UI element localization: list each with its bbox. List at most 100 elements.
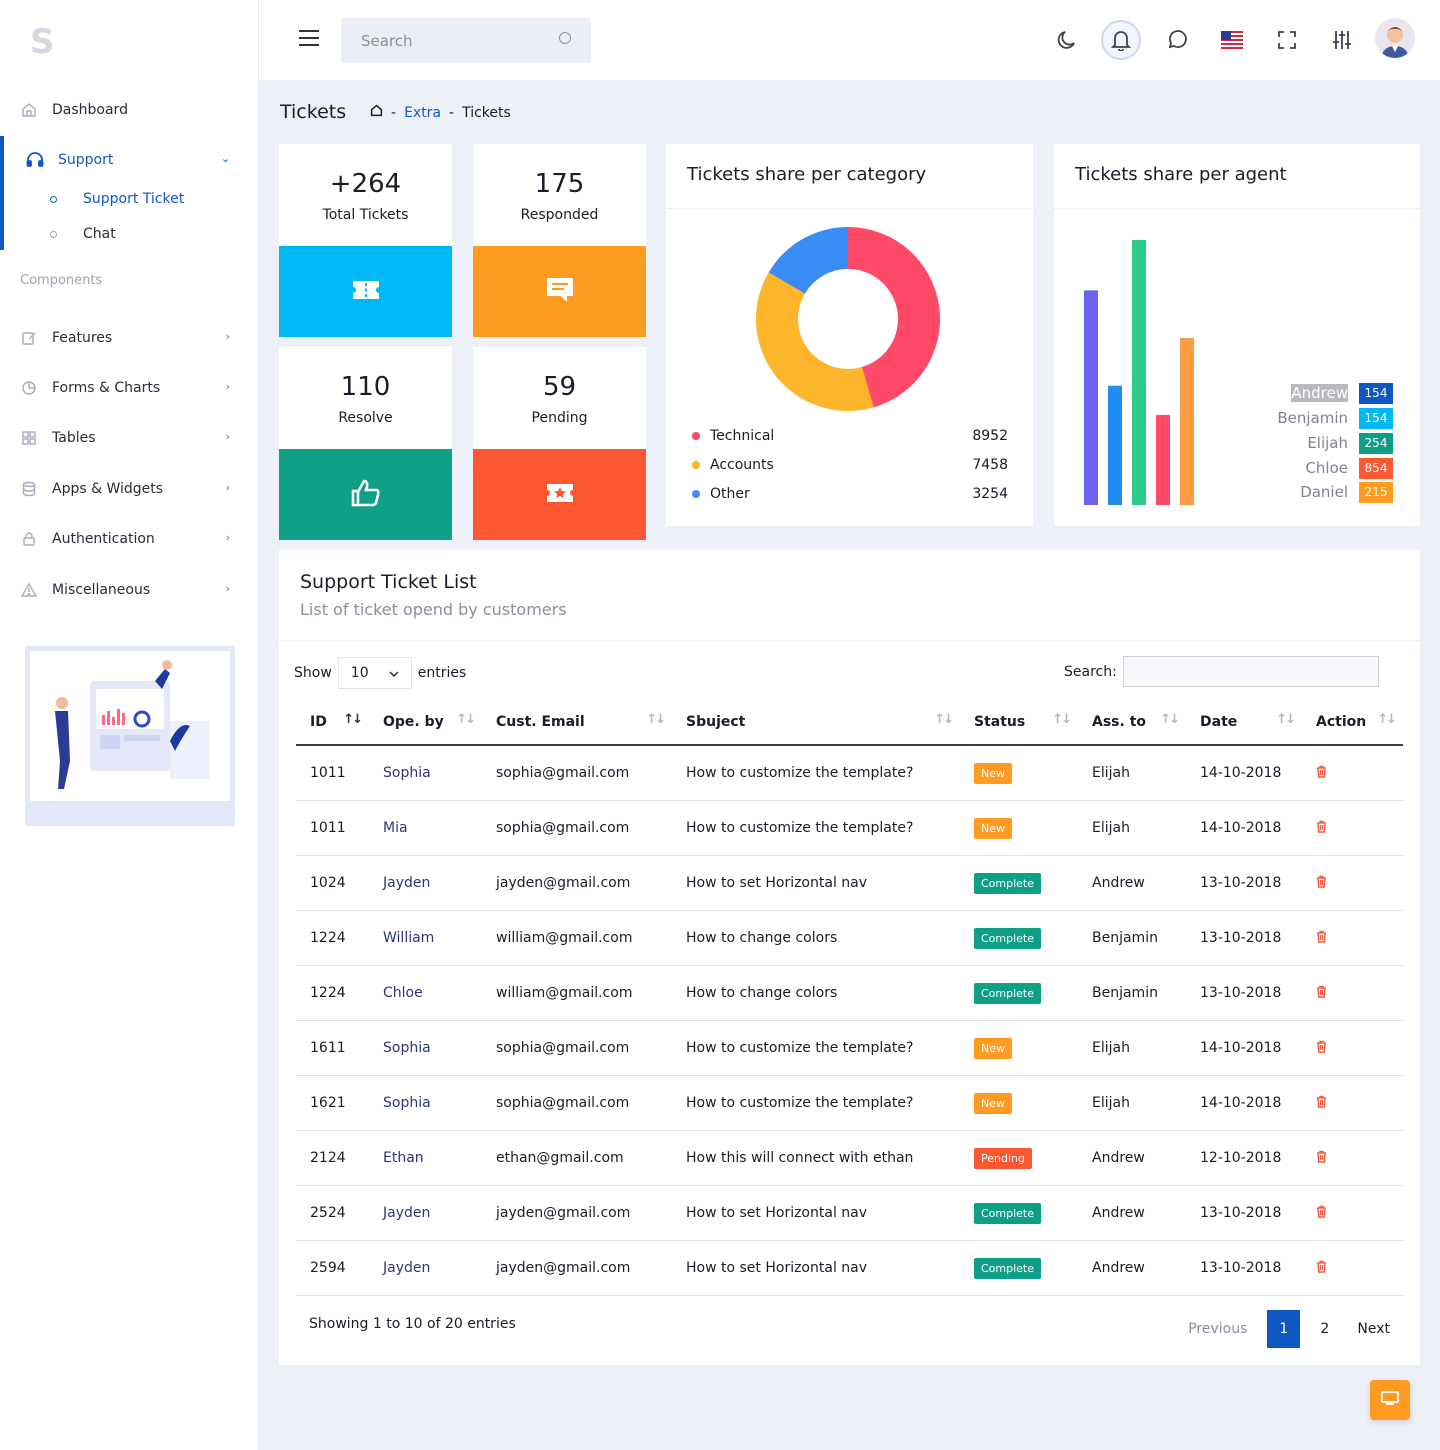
cell-operator-link[interactable]: Sophia [369, 1076, 482, 1131]
stat-value: 110 [340, 372, 391, 402]
delete-trash-icon[interactable] [1316, 985, 1327, 1002]
fullscreen-icon[interactable] [1267, 20, 1307, 60]
donut-slice-accounts[interactable] [756, 272, 874, 411]
pagination-page-1[interactable]: 1 [1267, 1310, 1301, 1348]
delete-trash-icon[interactable] [1316, 765, 1327, 782]
sidebar-item-forms-charts[interactable]: Forms & Charts › [0, 368, 258, 408]
thumbs-up-icon [351, 479, 381, 511]
cell-action [1302, 911, 1403, 966]
cell-operator-link[interactable]: Mia [369, 801, 482, 856]
sidebar-item-label: Support [58, 152, 114, 168]
donut-slice-technical[interactable] [848, 227, 940, 408]
cell-operator-link[interactable]: Jayden [369, 1186, 482, 1241]
sort-icon: ↑↓ [456, 712, 476, 727]
settings-sliders-icon[interactable] [1322, 20, 1362, 60]
sidebar-item-miscellaneous[interactable]: Miscellaneous › [0, 570, 258, 610]
cell-id: 1024 [296, 856, 369, 911]
sidebar-item-features[interactable]: Features › [0, 318, 258, 358]
ticket-icon [352, 279, 380, 305]
search-input[interactable]: Search [341, 18, 591, 63]
delete-trash-icon[interactable] [1316, 1095, 1327, 1112]
cell-action [1302, 801, 1403, 856]
cell-status: Complete [960, 856, 1078, 911]
section-label: Components [20, 273, 103, 288]
message-icon [546, 277, 574, 307]
cell-assigned-to: Benjamin [1078, 966, 1186, 1021]
delete-trash-icon[interactable] [1316, 1150, 1327, 1167]
agent-bar[interactable] [1108, 385, 1122, 505]
cell-operator-link[interactable]: Sophia [369, 1021, 482, 1076]
cell-operator-link[interactable]: Sophia [369, 746, 482, 801]
cell-operator-link[interactable]: William [369, 911, 482, 966]
column-header-ope-by[interactable]: Ope. by ↑↓ [369, 700, 482, 746]
legend-label: Accounts [710, 457, 774, 473]
chevron-down-icon [389, 665, 399, 681]
delete-trash-icon[interactable] [1316, 820, 1327, 837]
donut-slice-other[interactable] [768, 227, 848, 294]
breadcrumb-item[interactable]: Extra [404, 104, 442, 121]
card-title: Tickets share per category [687, 164, 927, 185]
cell-operator-link[interactable]: Jayden [369, 1241, 482, 1296]
cell-email: sophia@gmail.com [482, 801, 672, 856]
cell-subject: How to customize the template? [672, 801, 960, 856]
category-donut-chart [756, 227, 940, 411]
cell-date: 14-10-2018 [1186, 801, 1302, 856]
notification-bell-icon[interactable] [1101, 20, 1141, 60]
cell-assigned-to: Andrew [1078, 856, 1186, 911]
cell-subject: How to customize the template? [672, 1076, 960, 1131]
cell-operator-link[interactable]: Ethan [369, 1131, 482, 1186]
agent-bar[interactable] [1084, 290, 1098, 505]
sidebar-subitem-support-ticket[interactable]: Support Ticket [50, 187, 184, 211]
cell-operator-link[interactable]: Chloe [369, 966, 482, 1021]
floating-chat-button[interactable] [1370, 1380, 1410, 1420]
cell-date: 14-10-2018 [1186, 1076, 1302, 1131]
delete-trash-icon[interactable] [1316, 1040, 1327, 1057]
search-icon[interactable] [559, 32, 571, 44]
home-icon[interactable] [370, 104, 383, 121]
sidebar-subitem-chat[interactable]: Chat [50, 222, 116, 246]
column-header-id[interactable]: ID ↑↓ [296, 700, 369, 746]
us-flag-icon[interactable] [1212, 20, 1252, 60]
sidebar-item-dashboard[interactable]: Dashboard [0, 90, 258, 130]
app-logo[interactable]: S [30, 22, 55, 62]
cell-action [1302, 1186, 1403, 1241]
delete-trash-icon[interactable] [1316, 930, 1327, 947]
delete-trash-icon[interactable] [1316, 1260, 1327, 1277]
sidebar-item-tables[interactable]: Tables › [0, 418, 258, 458]
pagination-previous[interactable]: Previous [1188, 1321, 1248, 1337]
agent-count-badge: 854 [1359, 457, 1393, 479]
sidebar-item-authentication[interactable]: Authentication › [0, 519, 258, 559]
delete-trash-icon[interactable] [1316, 1205, 1327, 1222]
sidebar-item-label: Miscellaneous [52, 582, 151, 598]
sort-icon: ↑↓ [1052, 712, 1072, 727]
table-search-input[interactable] [1122, 656, 1379, 687]
column-header-action[interactable]: Action ↑↓ [1302, 700, 1403, 746]
page-size-select[interactable]: 10 [337, 657, 412, 689]
pagination-page-2[interactable]: 2 [1320, 1321, 1330, 1337]
column-header-status[interactable]: Status ↑↓ [960, 700, 1078, 746]
moon-icon[interactable] [1047, 20, 1087, 60]
agent-bar[interactable] [1156, 414, 1170, 505]
delete-trash-icon[interactable] [1316, 875, 1327, 892]
column-header-date[interactable]: Date ↑↓ [1186, 700, 1302, 746]
chat-bubble-icon[interactable] [1157, 20, 1197, 60]
legend-item-accounts: Accounts 7458 [692, 455, 1008, 475]
cell-action [1302, 746, 1403, 801]
agent-bar[interactable] [1180, 338, 1194, 505]
agent-name: Chloe [1305, 459, 1348, 477]
table-row: 2524 Jayden jayden@gmail.com How to set Hor… [296, 1186, 1403, 1241]
cell-action [1302, 1021, 1403, 1076]
sidebar-item-apps-widgets[interactable]: Apps & Widgets › [0, 469, 258, 509]
avatar[interactable] [1375, 18, 1415, 58]
column-header-cust-email[interactable]: Cust. Email ↑↓ [482, 700, 672, 746]
cell-operator-link[interactable]: Jayden [369, 856, 482, 911]
page-size-value: 10 [350, 665, 369, 681]
column-header-ass-to[interactable]: Ass. to ↑↓ [1078, 700, 1186, 746]
pagination-next[interactable]: Next [1357, 1321, 1390, 1337]
menu-toggle-icon[interactable] [299, 30, 319, 46]
sidebar-item-support[interactable]: Support ⌄ [0, 140, 258, 180]
agent-bar[interactable] [1132, 240, 1146, 505]
stat-label: Resolve [338, 410, 393, 426]
column-header-subject[interactable]: Sbuject ↑↓ [672, 700, 960, 746]
cell-email: jayden@gmail.com [482, 856, 672, 911]
